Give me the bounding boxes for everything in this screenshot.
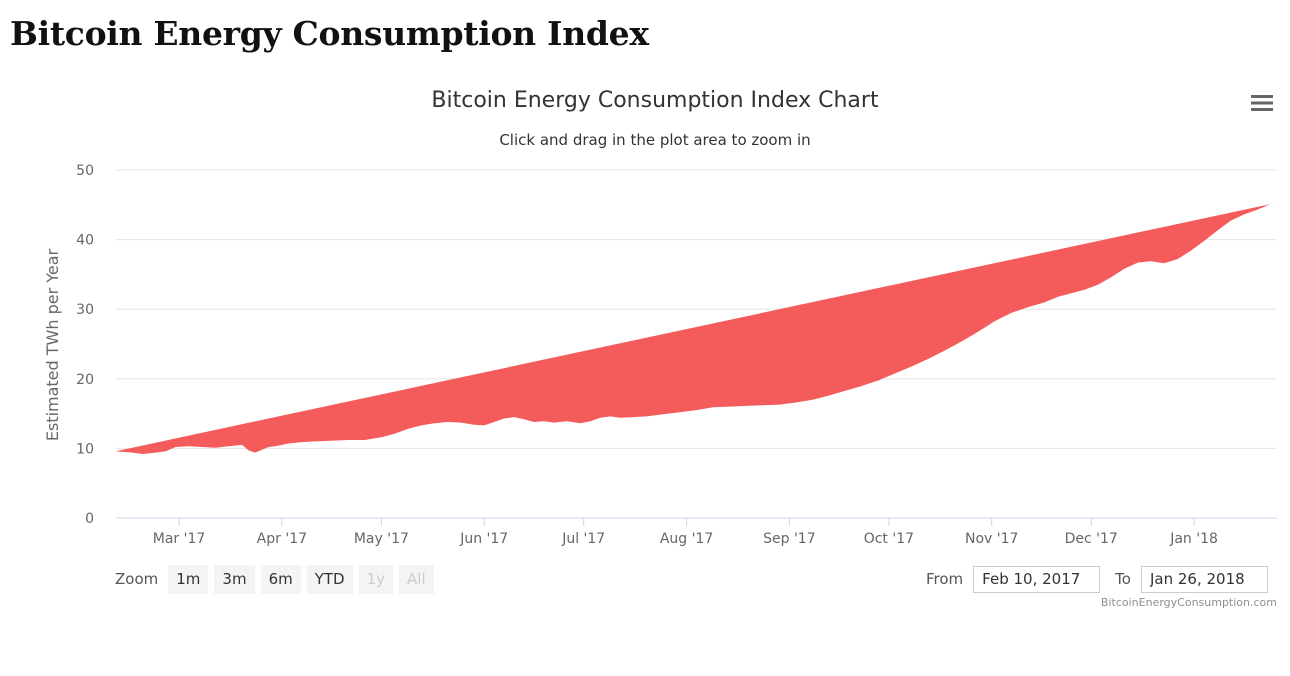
area-series [116,202,1277,454]
zoom-selector: Zoom 1m 3m 6m YTD 1y All [115,564,434,594]
axes: 0 10 20 30 40 50 Mar '17 Apr '17 May '17 Jun '17 J… [76,163,1277,547]
zoom-all-button[interactable]: All [399,564,434,594]
y-tick-label: 10 [76,441,94,457]
x-tick-label: Apr '17 [257,531,307,547]
y-tick-label: 50 [76,163,94,179]
zoom-label: Zoom [115,570,159,588]
to-date-input[interactable] [1140,565,1268,593]
x-tick-label: Dec '17 [1065,531,1118,547]
to-label: To [1115,570,1131,588]
x-tick-label: Sep '17 [763,531,816,547]
chart-credits[interactable]: BitcoinEnergyConsumption.com [1100,596,1277,609]
y-tick-label: 30 [76,302,94,318]
x-tick-label: Oct '17 [864,531,914,547]
zoom-1m-button[interactable]: 1m [168,564,209,594]
x-tick-label: Jul '17 [561,531,605,547]
zoom-3m-button[interactable]: 3m [214,564,255,594]
y-tick-label: 40 [76,233,94,249]
chart-subtitle: Click and drag in the plot area to zoom … [499,131,810,149]
chart-menu-button[interactable] [1248,90,1276,116]
zoom-ytd-button[interactable]: YTD [306,564,353,594]
x-tick-label: Aug '17 [660,531,713,547]
x-tick-label: Jan '18 [1169,531,1218,547]
y-axis-title: Estimated TWh per Year [43,248,62,441]
chart-container[interactable]: 0 10 20 30 40 50 Mar '17 Apr '17 May '17 Jun '17 J… [0,70,1290,630]
page-title: Bitcoin Energy Consumption Index [10,14,649,53]
from-date-input[interactable] [973,565,1101,593]
chart-svg[interactable]: 0 10 20 30 40 50 Mar '17 Apr '17 May '17 Jun '17 J… [0,70,1290,630]
x-tick-label: Mar '17 [153,531,206,547]
x-tick-label: May '17 [354,531,409,547]
area-series-fill[interactable] [116,202,1277,454]
x-tick-label: Nov '17 [965,531,1018,547]
hamburger-menu-icon [1251,95,1273,111]
date-range-selector: From To [926,564,1268,594]
from-label: From [926,570,964,588]
zoom-6m-button[interactable]: 6m [260,564,301,594]
y-tick-label: 20 [76,372,94,388]
grid-lines [116,169,1277,449]
x-tick-label: Jun '17 [459,531,508,547]
chart-title: Bitcoin Energy Consumption Index Chart [431,88,879,113]
y-tick-label: 0 [85,511,94,527]
zoom-1y-button[interactable]: 1y [358,564,394,594]
